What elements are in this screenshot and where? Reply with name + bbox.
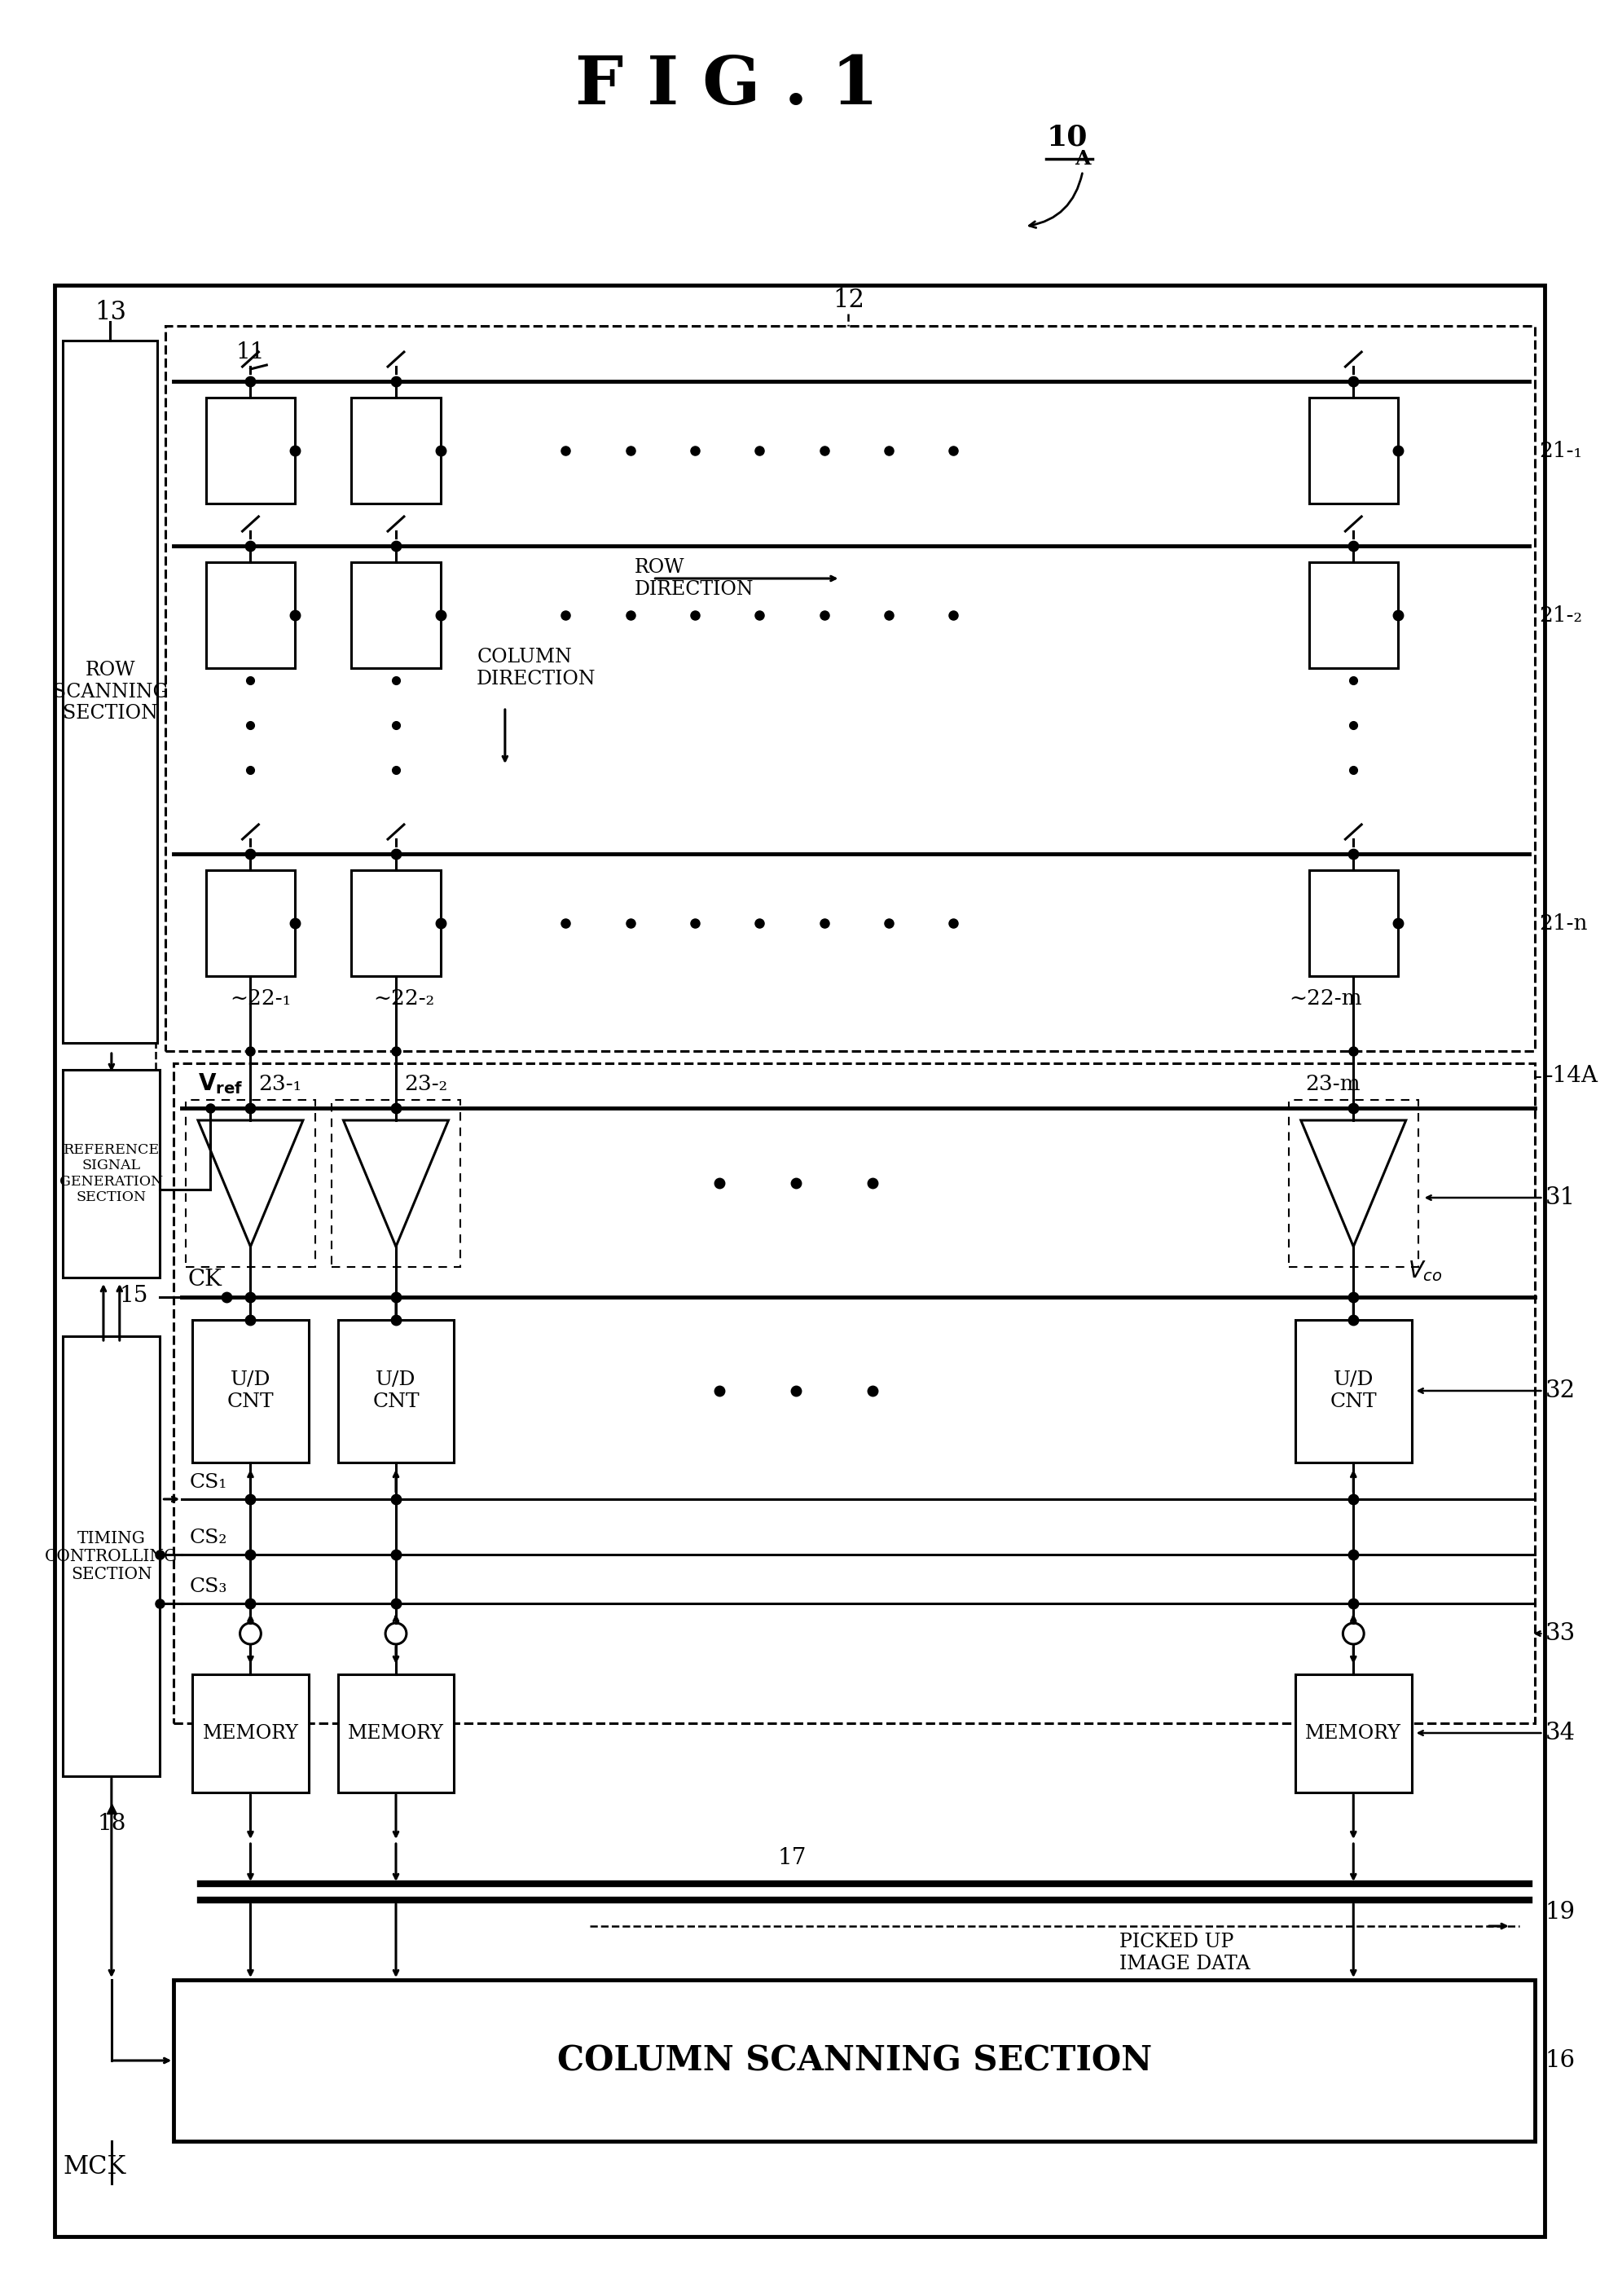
Text: 21-₁: 21-₁ — [1540, 441, 1582, 461]
Text: MCK: MCK — [63, 2154, 126, 2179]
Text: 16: 16 — [1545, 2048, 1575, 2071]
Bar — [174, 1979, 1535, 2142]
Text: REFERENCE
SIGNAL
GENERATION
SECTION: REFERENCE SIGNAL GENERATION SECTION — [60, 1143, 164, 1205]
Text: -14A: -14A — [1545, 1065, 1598, 1086]
Text: CS₃: CS₃ — [190, 1577, 227, 1596]
Text: 17: 17 — [777, 1846, 806, 1869]
Bar — [206, 563, 294, 668]
Bar — [206, 397, 294, 503]
Text: 15: 15 — [119, 1283, 148, 1306]
Text: 23-₂: 23-₂ — [404, 1075, 447, 1093]
Text: ROW
DIRECTION: ROW DIRECTION — [634, 558, 753, 599]
Bar — [338, 1674, 454, 1793]
Text: ~22-₂: ~22-₂ — [373, 987, 434, 1008]
Text: ~22-m: ~22-m — [1289, 987, 1361, 1008]
Text: F I G . 1: F I G . 1 — [576, 53, 879, 117]
Bar — [206, 870, 294, 976]
Text: 18: 18 — [97, 1812, 126, 1835]
Bar — [1310, 563, 1398, 668]
FancyArrowPatch shape — [1030, 172, 1083, 227]
Text: PICKED UP
IMAGE DATA: PICKED UP IMAGE DATA — [1120, 1933, 1250, 1972]
Bar — [1310, 397, 1398, 503]
Text: CK: CK — [188, 1267, 222, 1290]
Text: 23-₁: 23-₁ — [259, 1075, 302, 1093]
Bar — [63, 1070, 159, 1277]
Polygon shape — [1302, 1120, 1406, 1247]
Bar — [1295, 1674, 1411, 1793]
Text: U/D
CNT: U/D CNT — [372, 1371, 420, 1412]
Text: U/D
CNT: U/D CNT — [1331, 1371, 1377, 1412]
Text: 23-m: 23-m — [1305, 1075, 1360, 1093]
Bar — [55, 285, 1545, 2236]
Text: COLUMN SCANNING SECTION: COLUMN SCANNING SECTION — [557, 2043, 1152, 2078]
Text: $\mathbf{V_{ref}}$: $\mathbf{V_{ref}}$ — [198, 1072, 243, 1095]
Text: CS₁: CS₁ — [190, 1474, 227, 1492]
Text: A: A — [1075, 149, 1091, 168]
Bar — [187, 1100, 315, 1267]
Bar — [174, 1063, 1535, 1724]
Text: MEMORY: MEMORY — [1305, 1724, 1401, 1743]
Bar — [351, 870, 441, 976]
Text: 33: 33 — [1545, 1623, 1575, 1644]
Bar — [351, 397, 441, 503]
Bar — [331, 1100, 460, 1267]
Text: 13: 13 — [95, 298, 126, 324]
Text: TIMING
CONTROLLING
SECTION: TIMING CONTROLLING SECTION — [45, 1531, 179, 1582]
Polygon shape — [198, 1120, 302, 1247]
Text: 21-₂: 21-₂ — [1540, 604, 1582, 625]
Bar — [351, 563, 441, 668]
Bar — [1289, 1100, 1418, 1267]
Text: $V_{co}$: $V_{co}$ — [1408, 1258, 1442, 1283]
Bar — [193, 1320, 309, 1463]
Text: 21-n: 21-n — [1540, 914, 1588, 932]
Text: U/D
CNT: U/D CNT — [227, 1371, 274, 1412]
Bar — [193, 1674, 309, 1793]
Text: CS₂: CS₂ — [190, 1529, 227, 1548]
Text: ~22-₁: ~22-₁ — [230, 987, 291, 1008]
Text: 12: 12 — [832, 287, 864, 312]
Bar — [1295, 1320, 1411, 1463]
Bar — [338, 1320, 454, 1463]
Text: 32: 32 — [1545, 1380, 1575, 1403]
Text: COLUMN
DIRECTION: COLUMN DIRECTION — [476, 647, 595, 689]
Bar — [63, 1336, 159, 1777]
Text: 11: 11 — [237, 342, 265, 363]
Text: 10: 10 — [1046, 124, 1088, 152]
Polygon shape — [343, 1120, 449, 1247]
Text: 19: 19 — [1545, 1901, 1575, 1924]
Text: 34: 34 — [1545, 1722, 1575, 1745]
Bar — [166, 326, 1535, 1052]
Text: 31: 31 — [1545, 1187, 1575, 1210]
Bar — [1310, 870, 1398, 976]
Text: MEMORY: MEMORY — [348, 1724, 444, 1743]
Text: ROW
SCANNING
SECTION: ROW SCANNING SECTION — [53, 661, 167, 723]
Text: MEMORY: MEMORY — [203, 1724, 299, 1743]
Bar — [63, 340, 158, 1042]
